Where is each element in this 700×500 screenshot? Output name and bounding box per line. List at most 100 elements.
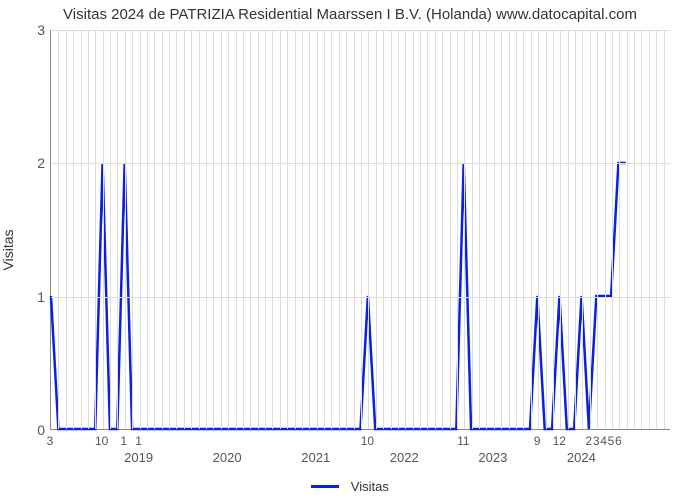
grid-v [486,30,487,429]
x-year-label: 2019 [124,450,153,465]
grid-v [191,30,192,429]
y-tick-label: 2 [5,155,45,171]
grid-v [199,30,200,429]
grid-v [575,30,576,429]
grid-v [110,30,111,429]
grid-v [368,30,369,429]
legend-label: Visitas [351,479,389,494]
grid-v [627,30,628,429]
grid-v [88,30,89,429]
grid-v [243,30,244,429]
grid-v [442,30,443,429]
grid-v [221,30,222,429]
plot-area [50,30,670,430]
grid-v [132,30,133,429]
grid-v [479,30,480,429]
grid-v [590,30,591,429]
grid-v [272,30,273,429]
grid-v [346,30,347,429]
grid-v [66,30,67,429]
grid-v [95,30,96,429]
x-month-label: 1 [135,434,142,448]
grid-v [391,30,392,429]
grid-v [553,30,554,429]
grid-v [125,30,126,429]
grid-v [331,30,332,429]
grid-v [501,30,502,429]
grid-v [280,30,281,429]
grid-v [140,30,141,429]
x-year-label: 2020 [213,450,242,465]
grid-v [568,30,569,429]
chart-container: Visitas 2024 de PATRIZIA Residential Maa… [0,0,700,500]
grid-v [641,30,642,429]
grid-v [494,30,495,429]
grid-v [427,30,428,429]
grid-v [147,30,148,429]
x-month-label: 3 [47,434,54,448]
grid-v [162,30,163,429]
x-month-label: 10 [361,434,374,448]
chart-title: Visitas 2024 de PATRIZIA Residential Maa… [0,6,700,23]
grid-v [309,30,310,429]
grid-v [81,30,82,429]
x-month-label: 11 [457,434,469,448]
grid-v [383,30,384,429]
grid-v [664,30,665,429]
x-month-label: 3 [593,434,600,448]
grid-v [420,30,421,429]
grid-v [376,30,377,429]
grid-v [523,30,524,429]
grid-v [287,30,288,429]
grid-v [405,30,406,429]
grid-v [250,30,251,429]
grid-v [634,30,635,429]
grid-v [302,30,303,429]
grid-v [117,30,118,429]
y-tick-label: 1 [5,289,45,305]
grid-v [656,30,657,429]
grid-v [516,30,517,429]
grid-v [413,30,414,429]
x-year-label: 2023 [478,450,507,465]
grid-v [265,30,266,429]
grid-v [295,30,296,429]
x-month-label: 12 [553,434,566,448]
y-tick-label: 3 [5,22,45,38]
grid-v [58,30,59,429]
grid-v [597,30,598,429]
grid-v [324,30,325,429]
x-month-label: 5 [608,434,615,448]
x-year-label: 2021 [301,450,330,465]
grid-v [560,30,561,429]
y-tick-label: 0 [5,422,45,438]
x-month-label: 1 [120,434,127,448]
grid-v [450,30,451,429]
legend-swatch [311,485,339,488]
grid-v [612,30,613,429]
grid-v [472,30,473,429]
y-axis-title: Visitas [0,230,16,271]
grid-v [213,30,214,429]
grid-v [457,30,458,429]
grid-v [435,30,436,429]
x-month-label: 9 [534,434,541,448]
grid-v [649,30,650,429]
grid-v [73,30,74,429]
grid-v [531,30,532,429]
grid-v [176,30,177,429]
x-month-label: 10 [95,434,108,448]
grid-v [546,30,547,429]
grid-v [103,30,104,429]
grid-v [464,30,465,429]
grid-v [236,30,237,429]
grid-v [339,30,340,429]
grid-v [169,30,170,429]
grid-v [317,30,318,429]
grid-v [398,30,399,429]
grid-v [354,30,355,429]
grid-v [228,30,229,429]
x-month-label: 4 [600,434,607,448]
grid-v [582,30,583,429]
grid-v [154,30,155,429]
